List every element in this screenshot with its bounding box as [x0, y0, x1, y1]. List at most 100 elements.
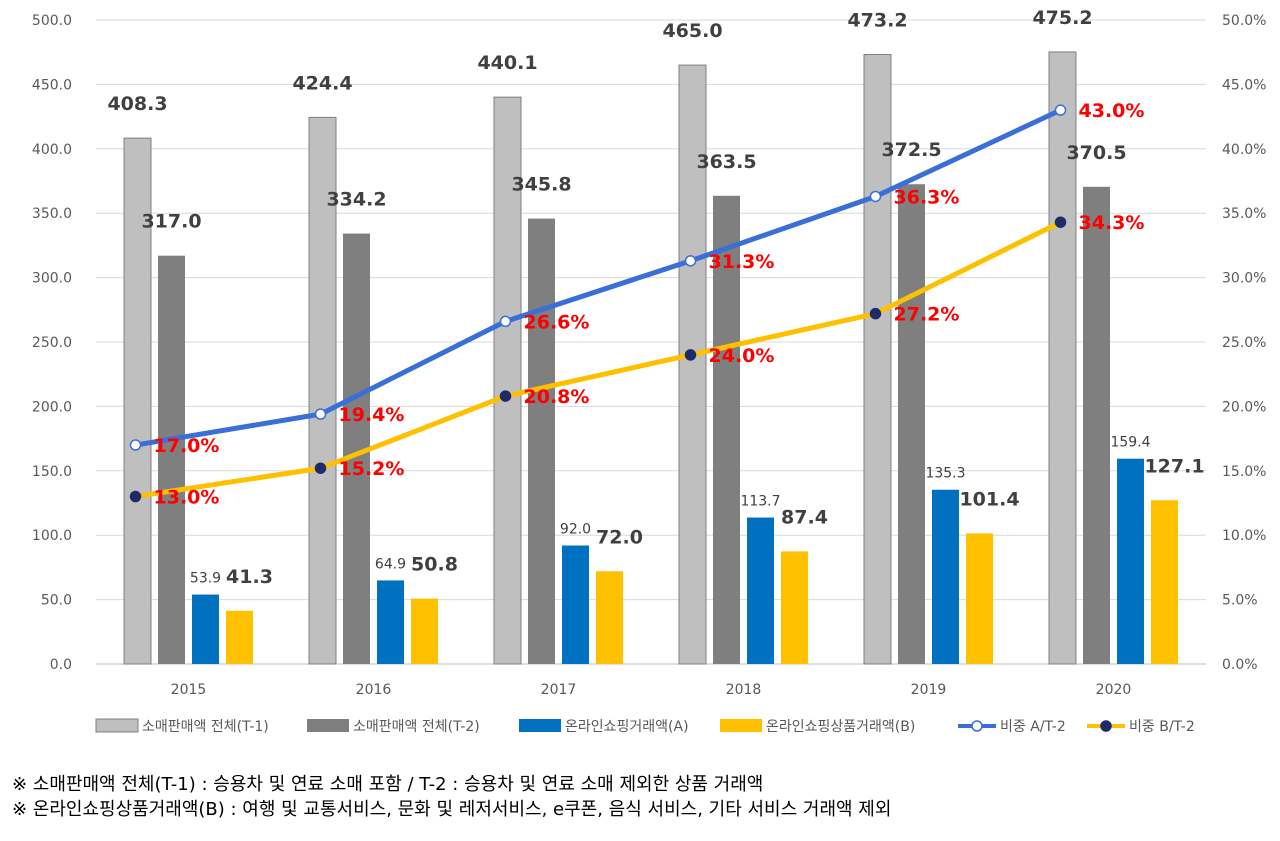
- right-tick-label: 50.0%: [1222, 13, 1266, 29]
- left-tick-label: 500.0: [32, 13, 72, 29]
- line-point: [499, 315, 512, 328]
- bar: [898, 184, 925, 664]
- category-label: 2020: [1096, 682, 1132, 698]
- line-data-label: 13.0%: [154, 487, 220, 509]
- bar: [123, 137, 152, 665]
- line-data-label: 17.0%: [154, 435, 220, 457]
- bar-data-label: 370.5: [1066, 142, 1126, 164]
- left-tick-label: 100.0: [32, 528, 72, 544]
- bar: [1083, 186, 1110, 664]
- bar: [411, 598, 438, 664]
- line-point: [1054, 216, 1067, 228]
- footnote-2: ※ 온라인쇼핑상품거래액(B) : 여행 및 교통서비스, 문화 및 레저서비스…: [12, 799, 892, 820]
- legend-label: 비중 B/T-2: [1129, 719, 1195, 735]
- left-tick-label: 200.0: [32, 399, 72, 415]
- bar-data-label: 363.5: [696, 151, 756, 173]
- line-data-label: 31.3%: [709, 251, 775, 273]
- right-tick-label: 35.0%: [1222, 206, 1266, 222]
- bar-data-label: 372.5: [881, 139, 941, 161]
- combo-chart: 0.0 50.0 100.0 150.0 200.0 250.0 300.0 350.0 400…: [32, 7, 1267, 735]
- line-data-label: 43.0%: [1079, 100, 1145, 122]
- category-label: 2017: [541, 682, 577, 698]
- bar-data-label: 317.0: [141, 211, 201, 233]
- left-tick-label: 150.0: [32, 464, 72, 480]
- bar-data-label: 345.8: [511, 174, 571, 196]
- legend-label: 온라인쇼핑상품거래액(B): [766, 719, 915, 735]
- bar: [747, 517, 774, 664]
- line-series: [129, 104, 1067, 503]
- line-data-label: 15.2%: [339, 458, 405, 480]
- line-point: [1054, 104, 1067, 116]
- series-line: [135, 107, 1062, 448]
- right-tick-label: 20.0%: [1222, 399, 1266, 415]
- bar: [781, 551, 808, 664]
- left-tick-label: 300.0: [32, 271, 72, 287]
- legend: 소매판매액 전체(T-1) 소매판매액 전체(T-2) 온라인쇼핑거래액(A) 온라인…: [95, 718, 1195, 735]
- left-tick-label: 50.0: [41, 593, 72, 609]
- bar: [158, 255, 185, 665]
- line-data-label: 20.8%: [524, 386, 590, 408]
- bar-data-label: 50.8: [411, 554, 458, 576]
- footnote-1: ※ 소매판매액 전체(T-1) : 승용차 및 연료 소매 포함 / T-2 :…: [12, 774, 764, 795]
- bar-data-label: 334.2: [326, 189, 386, 211]
- line-point: [314, 462, 327, 474]
- bar: [713, 195, 740, 664]
- category-label: 2015: [171, 682, 207, 698]
- right-tick-label: 10.0%: [1222, 528, 1266, 544]
- legend-label: 비중 A/T-2: [1000, 719, 1066, 735]
- bar-data-label: 424.4: [292, 72, 352, 94]
- bar-data-label: 41.3: [226, 566, 273, 588]
- bar: [192, 594, 219, 664]
- legend-swatch: [519, 719, 561, 732]
- bar: [966, 533, 993, 664]
- series-line: [135, 219, 1062, 500]
- line-data-label: 34.3%: [1079, 212, 1145, 234]
- bar: [377, 580, 404, 664]
- right-tick-label: 0.0%: [1222, 657, 1258, 673]
- right-tick-label: 45.0%: [1222, 77, 1266, 93]
- legend-label: 온라인쇼핑거래액(A): [565, 719, 689, 735]
- legend-label: 소매판매액 전체(T-2): [353, 719, 480, 735]
- bar-data-label: 475.2: [1032, 7, 1092, 29]
- legend-marker: [971, 720, 983, 732]
- bar-data-label: 72.0: [596, 526, 643, 548]
- bar: [678, 64, 707, 665]
- gridlines: [96, 19, 1206, 665]
- legend-swatch: [720, 719, 762, 732]
- bar-series: [123, 51, 1178, 665]
- footnotes: ※ 소매판매액 전체(T-1) : 승용차 및 연료 소매 포함 / T-2 :…: [12, 772, 1272, 822]
- right-tick-label: 5.0%: [1222, 593, 1258, 609]
- right-axis: 0.0% 5.0% 10.0% 15.0% 20.0% 25.0% 30.0% 35.0% 40…: [1222, 13, 1266, 673]
- line-point: [684, 349, 697, 361]
- bar: [562, 545, 589, 664]
- bar-data-label: 127.1: [1144, 455, 1204, 477]
- right-tick-label: 40.0%: [1222, 142, 1266, 158]
- bar: [863, 54, 892, 665]
- legend-marker: [1100, 720, 1112, 732]
- line-point: [129, 490, 142, 503]
- right-tick-label: 30.0%: [1222, 271, 1266, 287]
- bar-data-label: 159.4: [1110, 435, 1150, 451]
- bar-data-label: 465.0: [662, 20, 722, 42]
- bar: [528, 218, 555, 664]
- left-tick-label: 400.0: [32, 142, 72, 158]
- bar: [308, 116, 337, 665]
- bar-data-label: 53.9: [190, 571, 221, 587]
- line-data-label: 24.0%: [709, 345, 775, 367]
- category-label: 2016: [356, 682, 392, 698]
- right-tick-label: 15.0%: [1222, 464, 1266, 480]
- bar: [1151, 500, 1178, 664]
- line-point: [684, 255, 697, 267]
- line-data-label: 19.4%: [339, 404, 405, 426]
- line-data-labels: 17.0% 19.4% 26.6% 31.3% 36.3% 43.0% 13.0% 15.2%…: [154, 100, 1145, 508]
- legend-swatch: [307, 719, 349, 732]
- left-axis: 0.0 50.0 100.0 150.0 200.0 250.0 300.0 350.0 400…: [32, 13, 72, 673]
- left-tick-label: 450.0: [32, 77, 72, 93]
- bar: [932, 489, 959, 664]
- left-tick-label: 350.0: [32, 206, 72, 222]
- category-label: 2018: [726, 682, 762, 698]
- bar: [1048, 51, 1077, 665]
- bar-data-label: 408.3: [107, 93, 167, 115]
- line-data-label: 26.6%: [524, 311, 590, 333]
- line-data-label: 27.2%: [894, 304, 960, 326]
